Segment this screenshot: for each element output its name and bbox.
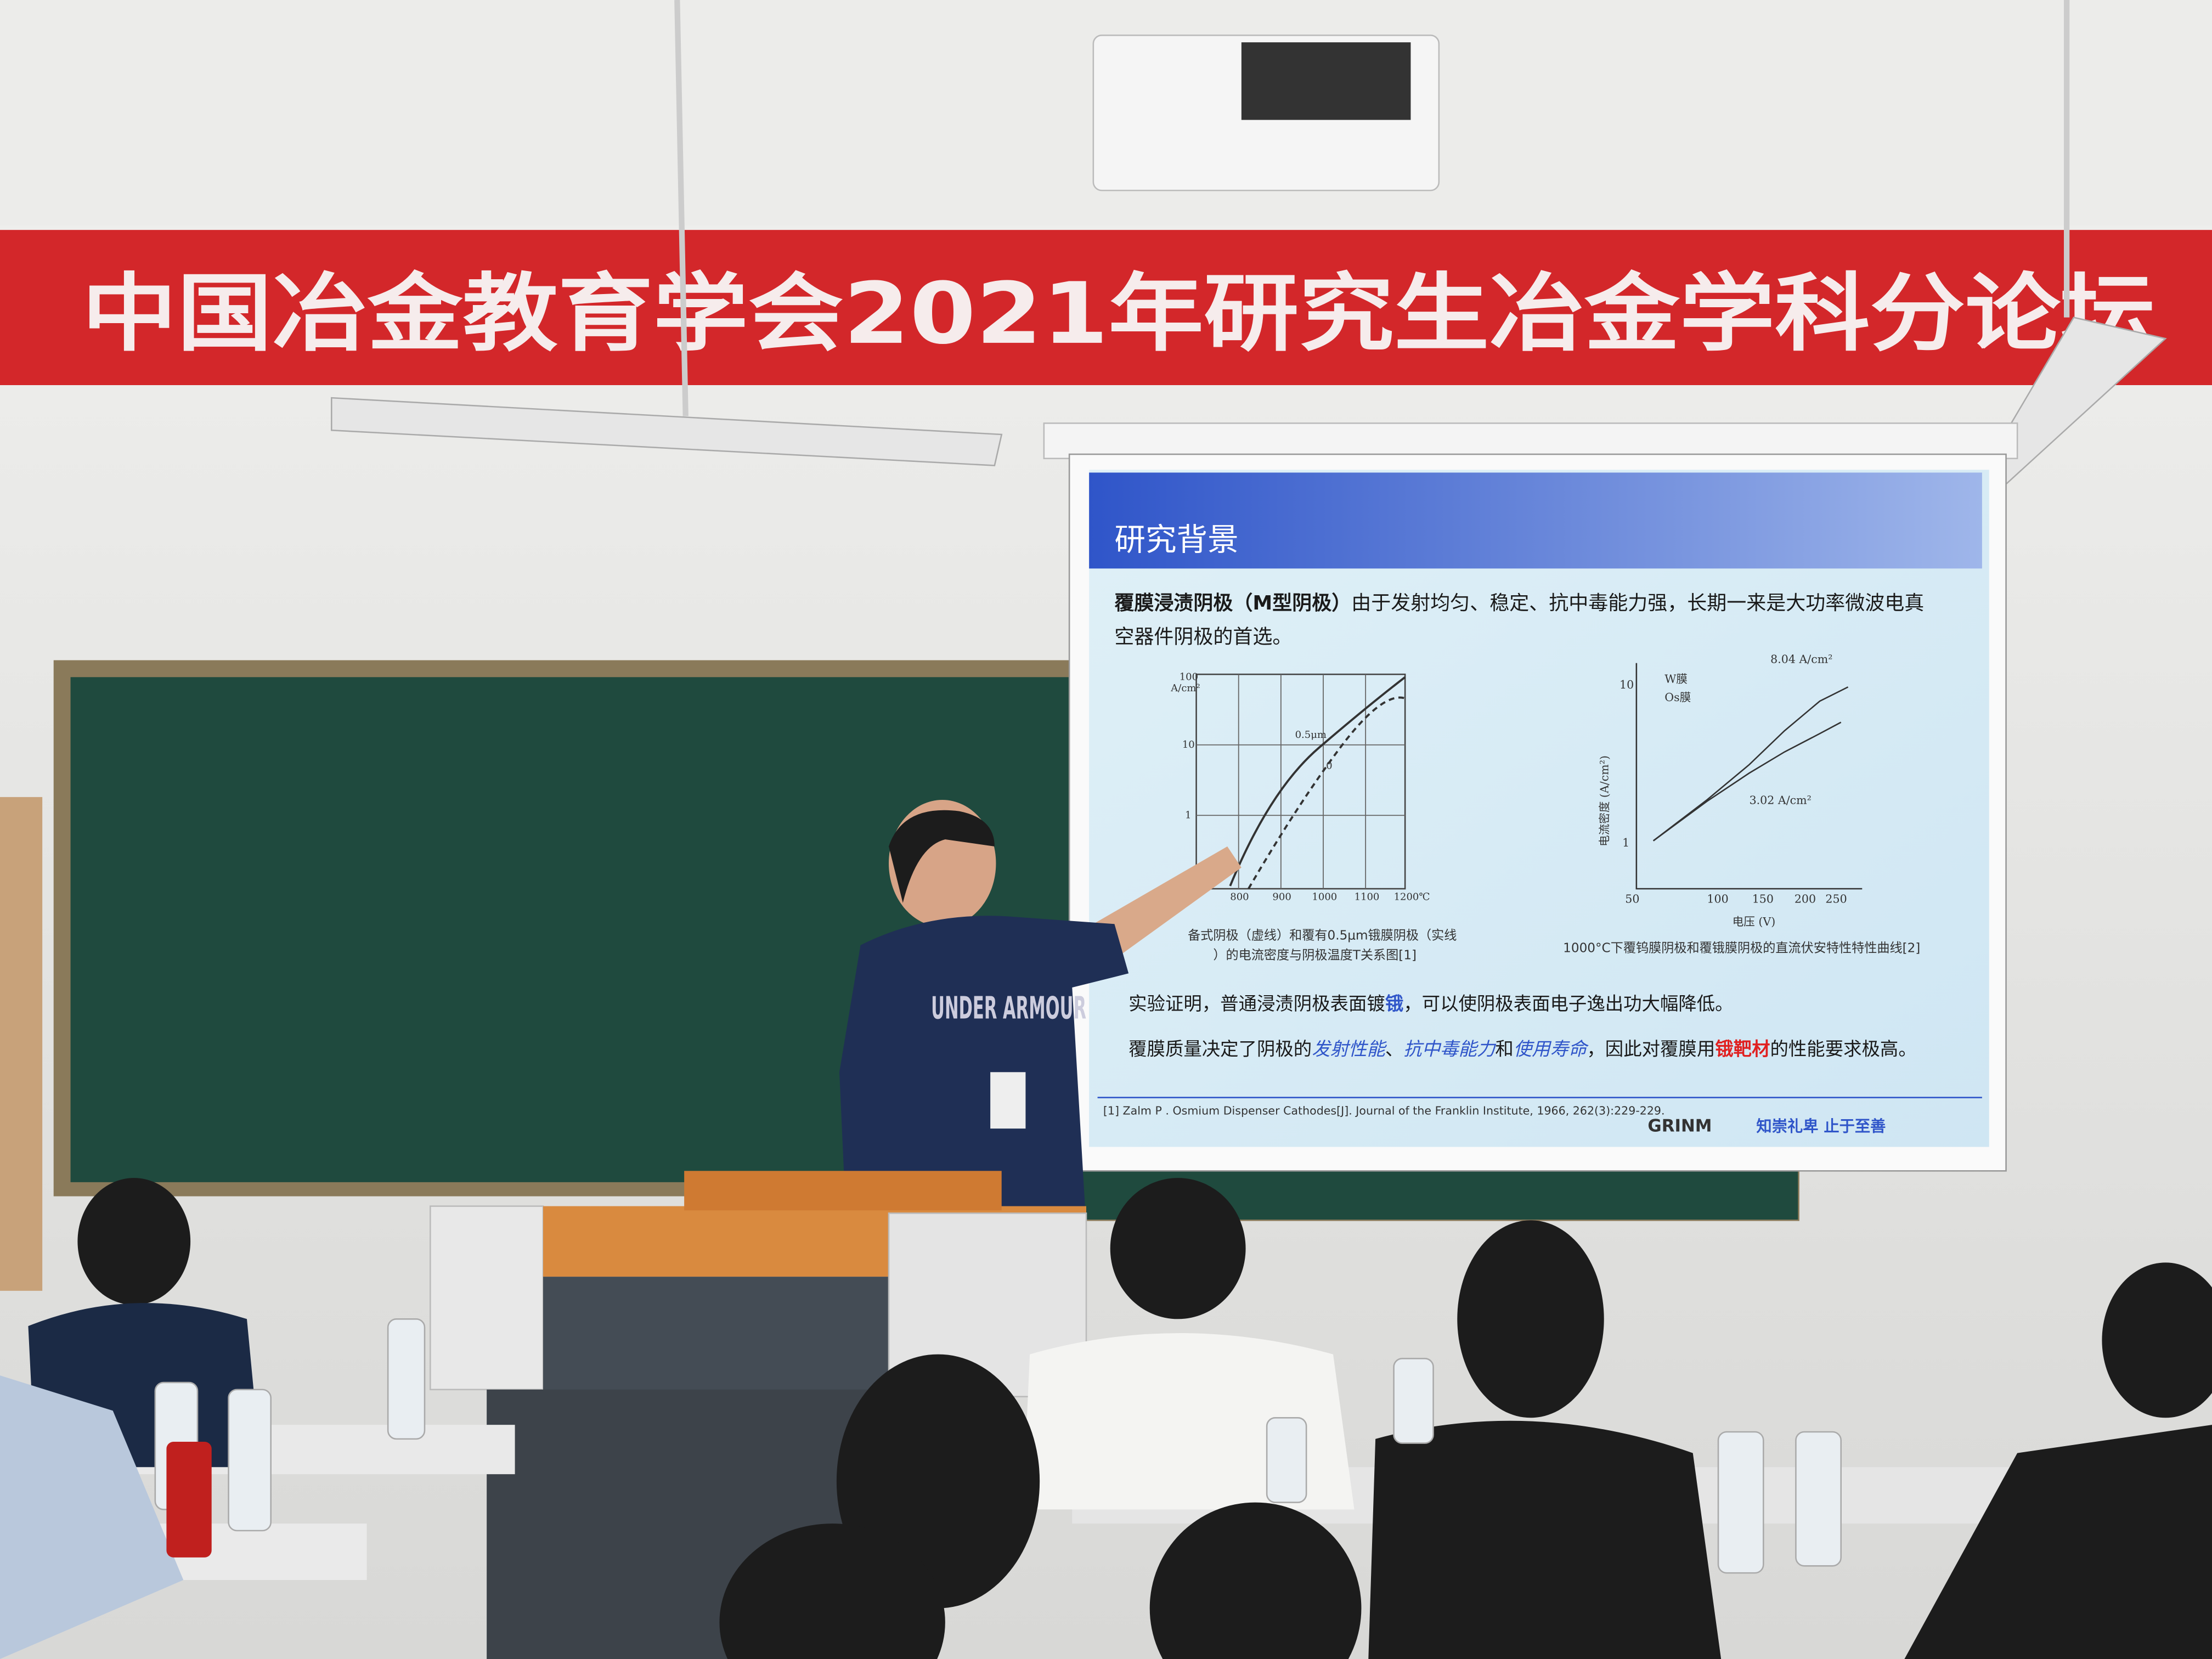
tick: 800 <box>1230 891 1249 903</box>
point-em: 使用寿命 <box>1514 1038 1589 1059</box>
annotation: 8.04 A/cm² <box>1770 653 1832 666</box>
podium-panel <box>543 1277 889 1397</box>
tick: 10 <box>1620 678 1634 691</box>
thermos <box>166 1442 212 1558</box>
point: 覆膜质量决定了阴极的发射性能、抗中毒能力和使用寿命，因此对覆膜用锇靶材的性能要求… <box>1128 1038 1917 1059</box>
point-text: 的性能要求极高。 <box>1770 1038 1916 1059</box>
point-text: 实验证明，普通浸渍阴极表面镀 <box>1128 993 1385 1014</box>
head <box>1110 1178 1246 1319</box>
point-text: 覆膜质量决定了阴极的 <box>1128 1038 1312 1059</box>
legend: W膜 <box>1664 673 1688 686</box>
bottle <box>387 1318 426 1440</box>
tick: 10 <box>1182 739 1195 751</box>
point-text: ，因此对覆膜用 <box>1587 1038 1715 1059</box>
legend: Os膜 <box>1664 691 1691 704</box>
bottle <box>228 1389 272 1532</box>
projector-ports <box>1241 42 1411 120</box>
bottle <box>1393 1358 1434 1444</box>
x-label: 电压 (V) <box>1733 915 1776 928</box>
line-os <box>1652 686 1849 842</box>
slide-intro: 空器件阴极的首选。 <box>1114 626 1292 648</box>
shirt-text: UNDER ARMOUR <box>931 990 1086 1026</box>
door <box>0 797 43 1291</box>
tick: 900 <box>1272 891 1291 903</box>
point-em: 发射性能 <box>1312 1038 1387 1059</box>
reference: [1] Zalm P . Osmium Dispenser Cathodes[J… <box>1103 1104 1665 1117</box>
tick: 250 <box>1825 893 1847 906</box>
arm <box>1093 846 1242 960</box>
grid <box>1196 674 1406 889</box>
tick: 1100 <box>1355 891 1380 903</box>
tick: 100 <box>1707 893 1728 906</box>
slide-intro: 覆膜浸渍阴极（M型阴极）由于发射均匀、稳定、抗中毒能力强，长期一来是大功率微波电… <box>1114 592 1924 614</box>
banner-text: 中国冶金教育学会2021年研究生冶金学科分论坛 <box>82 265 2155 363</box>
left-figure: A/cm² 100 10 1 800 900 1000 1100 1200℃ 0… <box>1170 671 1430 902</box>
tick: 1000 <box>1312 891 1337 903</box>
tick: 1 <box>1622 836 1629 849</box>
point-em: 抗中毒能力 <box>1403 1038 1497 1059</box>
tick: 100 <box>1180 671 1198 682</box>
slide-title: 研究背景 <box>1114 522 1238 558</box>
person <box>1368 1420 1722 1659</box>
curve-label: 0 <box>1326 760 1332 771</box>
caption: 备式阴极（虚线）和覆有0.5μm锇膜阴极（实线 <box>1188 929 1457 943</box>
slide-header <box>1089 472 1982 569</box>
caption: ）的电流密度与阴极温度T关系图[1] <box>1213 949 1417 963</box>
tick: 150 <box>1752 893 1774 906</box>
annotation: 3.02 A/cm² <box>1750 794 1812 807</box>
point-text: ，可以使阴极表面电子逸出功大幅降低。 <box>1403 993 1733 1014</box>
podium-lid <box>684 1171 1002 1211</box>
tick: 200 <box>1795 893 1816 906</box>
tick: 50 <box>1625 893 1639 906</box>
rod <box>674 0 689 416</box>
head <box>1457 1220 1604 1418</box>
axes <box>1635 663 1863 890</box>
plot-frame <box>1195 673 1406 890</box>
line-w <box>1652 721 1842 842</box>
podium-side <box>430 1205 544 1391</box>
bottle <box>1266 1417 1307 1503</box>
bottle <box>1795 1431 1842 1567</box>
screen-case <box>1043 422 2018 460</box>
banner <box>0 230 2212 385</box>
head <box>1149 1502 1362 1659</box>
caption: 1000°C下覆钨膜阴极和覆锇膜阴极的直流伏安特性特性曲线[2] <box>1563 941 1920 956</box>
logo: GRINM <box>1647 1116 1712 1136</box>
curve-label: 0.5μm <box>1295 729 1327 741</box>
hair <box>889 810 995 903</box>
shirt <box>839 916 1129 1228</box>
head <box>719 1523 945 1659</box>
lamp <box>331 397 1003 466</box>
curve <box>1229 676 1406 887</box>
point-text: 、 <box>1385 1038 1403 1059</box>
motto: 知崇礼卑 止于至善 <box>1756 1117 1886 1135</box>
audience <box>0 1178 2212 1659</box>
head <box>2102 1262 2212 1418</box>
right-figure: 10 1 50 100 150 200 250 W膜 Os膜 8.04 A/cm… <box>1598 653 1863 928</box>
person <box>0 1375 184 1659</box>
tick: 1200℃ <box>1394 891 1430 903</box>
person <box>1904 1425 2212 1659</box>
badge <box>990 1072 1026 1129</box>
curve <box>1248 696 1406 889</box>
tick: 1 <box>1185 809 1191 821</box>
point-em: 锇靶材 <box>1715 1038 1770 1059</box>
head <box>77 1178 191 1305</box>
point-em: 锇 <box>1385 993 1403 1014</box>
point: 实验证明，普通浸渍阴极表面镀锇，可以使阴极表面电子逸出功大幅降低。 <box>1128 993 1733 1014</box>
y-unit: A/cm² <box>1170 682 1200 694</box>
intro-bold: 覆膜浸渍阴极（M型阴极） <box>1114 592 1351 614</box>
bottle <box>1717 1431 1764 1574</box>
intro-text: 由于发射均匀、稳定、抗中毒能力强，长期一来是大功率微波电真 <box>1351 592 1924 614</box>
y-label: 电流密度 (A/cm²) <box>1598 755 1611 847</box>
point-text: 和 <box>1495 1038 1513 1059</box>
presenter: UNDER ARMOUR <box>839 800 1242 1228</box>
